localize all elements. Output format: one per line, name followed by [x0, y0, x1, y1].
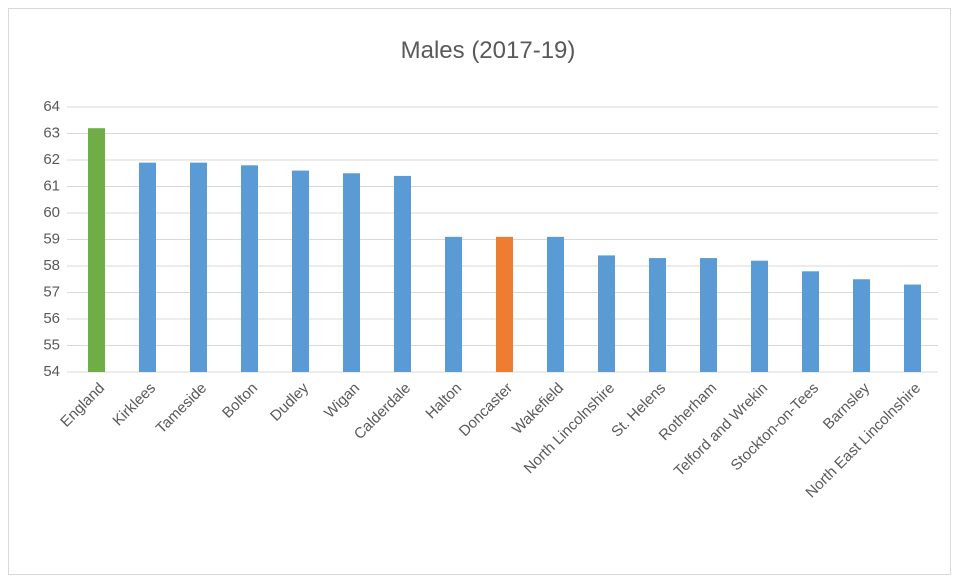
y-tick-label: 55 [43, 336, 60, 353]
y-tick-label: 54 [43, 363, 60, 380]
bar [496, 236, 513, 372]
bar [343, 173, 360, 372]
chart-border [8, 8, 951, 575]
bar [88, 128, 105, 372]
bar [241, 165, 258, 372]
bar [139, 162, 156, 372]
chart-title: Males (2017-19) [401, 37, 576, 64]
y-tick-label: 58 [43, 257, 60, 274]
bar [190, 162, 207, 372]
y-tick-label: 62 [43, 151, 60, 168]
y-tick-label: 56 [43, 310, 60, 327]
bar [802, 271, 819, 372]
bar [700, 258, 717, 372]
y-tick-label: 63 [43, 124, 60, 141]
bar [292, 170, 309, 372]
y-tick-label: 59 [43, 230, 60, 247]
bar [598, 255, 615, 372]
bar [649, 258, 666, 372]
y-tick-label: 64 [43, 98, 60, 115]
y-tick-label: 60 [43, 204, 60, 221]
bar [394, 175, 411, 372]
y-tick-label: 57 [43, 283, 60, 300]
bar [751, 260, 768, 372]
bar [904, 284, 921, 372]
y-tick-label: 61 [43, 177, 60, 194]
bar [547, 236, 564, 372]
bar [445, 236, 462, 372]
bar [853, 279, 870, 372]
